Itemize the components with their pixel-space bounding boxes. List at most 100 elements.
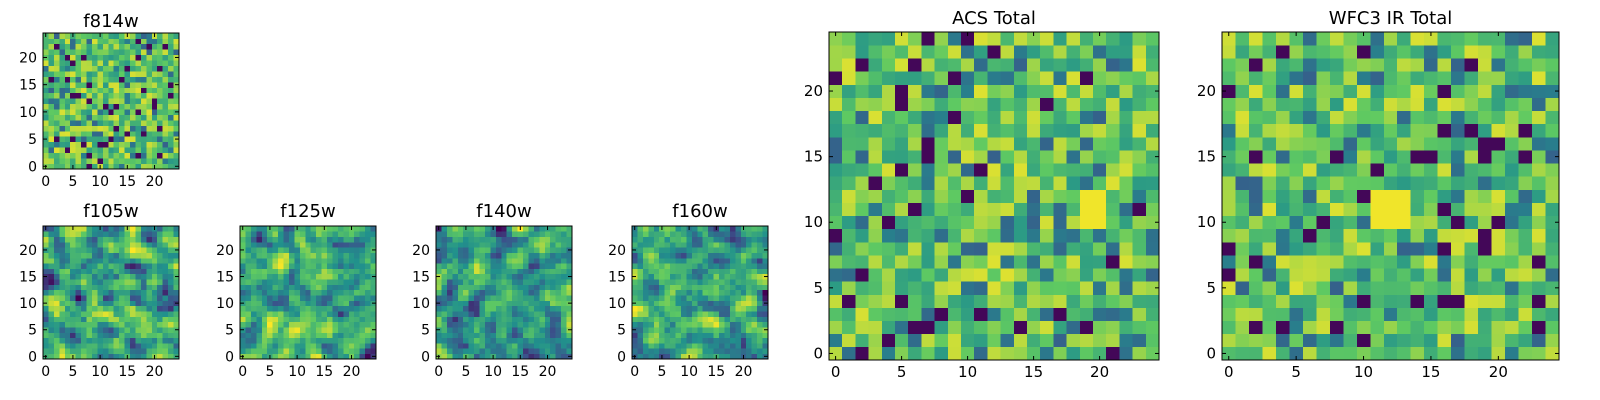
- heatmap-cell: [506, 263, 513, 269]
- heatmap-cell: [108, 353, 115, 360]
- heatmap-cell: [506, 321, 513, 328]
- heatmap-cell: [686, 236, 693, 243]
- heatmap-cell: [113, 103, 120, 110]
- heatmap-cell: [240, 263, 246, 269]
- heatmap-cell: [113, 337, 120, 344]
- heatmap-cell: [762, 241, 769, 248]
- heatmap-cell: [299, 236, 306, 243]
- heatmap-cell: [670, 268, 676, 275]
- heatmap-cell: [713, 289, 720, 296]
- heatmap-cell: [140, 247, 147, 253]
- heatmap-cell: [1145, 71, 1160, 85]
- heatmap-cell: [91, 60, 98, 66]
- heatmap-cell: [457, 226, 464, 232]
- heatmap-cell: [310, 241, 317, 248]
- heatmap-cell: [1410, 110, 1425, 125]
- heatmap-cell: [632, 268, 638, 275]
- heatmap-cell: [648, 311, 655, 317]
- heatmap-cell: [1545, 346, 1560, 361]
- heatmap-cell: [64, 152, 71, 159]
- heatmap-cell: [1262, 294, 1277, 308]
- heatmap-cell: [637, 300, 644, 307]
- heatmap-cell: [566, 263, 573, 269]
- heatmap-cell: [53, 343, 60, 349]
- heatmap-cell: [151, 71, 158, 77]
- heatmap-cell: [1066, 123, 1081, 138]
- heatmap-cell: [1356, 84, 1371, 98]
- heatmap-cell: [119, 316, 125, 323]
- heatmap-cell: [555, 241, 562, 248]
- heatmap-cell: [272, 273, 279, 280]
- heatmap-cell: [974, 228, 988, 243]
- heatmap-cell: [495, 279, 502, 285]
- heatmap-cell: [108, 109, 115, 115]
- heatmap-cell: [1464, 189, 1479, 203]
- heatmap-cell: [686, 332, 693, 339]
- heatmap-cell: [337, 295, 344, 301]
- heatmap-cell: [348, 300, 355, 307]
- heatmap-cell: [321, 300, 328, 307]
- heatmap-cell: [283, 316, 290, 323]
- heatmap-cell: [97, 252, 104, 259]
- heatmap-cell: [659, 263, 665, 269]
- heatmap-cell: [637, 236, 644, 243]
- heatmap-cell: [680, 305, 687, 312]
- heatmap-cell: [446, 284, 453, 291]
- heatmap-cell: [250, 337, 257, 344]
- heatmap-cell: [842, 202, 856, 217]
- heatmap-cell: [441, 263, 448, 269]
- heatmap-cell: [1302, 281, 1317, 295]
- heatmap-cell: [637, 263, 644, 269]
- heatmap-cell: [75, 337, 82, 344]
- heatmap-cell: [746, 263, 753, 269]
- heatmap-cell: [59, 343, 66, 349]
- heatmap-cell: [648, 226, 655, 232]
- heatmap-cell: [97, 284, 104, 291]
- heatmap-cell: [81, 49, 87, 56]
- heatmap-cell: [310, 327, 317, 333]
- heatmap-cell: [173, 226, 180, 232]
- heatmap-cell: [278, 300, 284, 307]
- heatmap-cell: [1093, 346, 1107, 361]
- heatmap-cell: [130, 226, 136, 232]
- heatmap-cell: [947, 255, 962, 269]
- heatmap-cell: [539, 348, 546, 355]
- heatmap-cell: [168, 321, 174, 328]
- heatmap-cell: [974, 333, 988, 348]
- heatmap-cell: [1235, 333, 1250, 348]
- heatmap-cell: [1066, 333, 1081, 348]
- heatmap-cell: [659, 321, 665, 328]
- heatmap-cell: [947, 346, 962, 361]
- heatmap-cell: [310, 305, 317, 312]
- heatmap-cell: [75, 125, 82, 132]
- heatmap-cell: [151, 247, 158, 253]
- heatmap-cell: [987, 241, 1001, 256]
- heatmap-cell: [452, 273, 459, 280]
- heatmap-cell: [365, 337, 371, 344]
- heatmap-cell: [294, 284, 301, 291]
- heatmap-cell: [1370, 136, 1385, 151]
- heatmap-cell: [495, 327, 502, 333]
- heatmap-cell: [75, 163, 82, 170]
- heatmap-cell: [81, 71, 87, 77]
- heatmap-cell: [1518, 268, 1533, 282]
- heatmap-cells: [43, 226, 180, 360]
- heatmap-cell: [762, 337, 769, 344]
- heatmap-cell: [517, 348, 524, 355]
- heatmap-cell: [91, 263, 98, 269]
- heatmap-cell: [708, 252, 714, 259]
- heatmap-cell: [1302, 32, 1317, 46]
- heatmap-cell: [1478, 71, 1492, 85]
- heatmap-cell: [299, 268, 306, 275]
- heatmap-cell: [91, 236, 98, 243]
- heatmap-cell: [1343, 228, 1358, 243]
- heatmap-cell: [256, 353, 263, 360]
- heatmap-cell: [1532, 71, 1546, 85]
- heatmap-cell: [119, 300, 125, 307]
- heatmap-cell: [267, 268, 273, 275]
- heatmap-cell: [708, 300, 714, 307]
- heatmap-cell: [130, 114, 136, 121]
- heatmap-cell: [735, 247, 742, 253]
- heatmap-cell: [961, 281, 975, 295]
